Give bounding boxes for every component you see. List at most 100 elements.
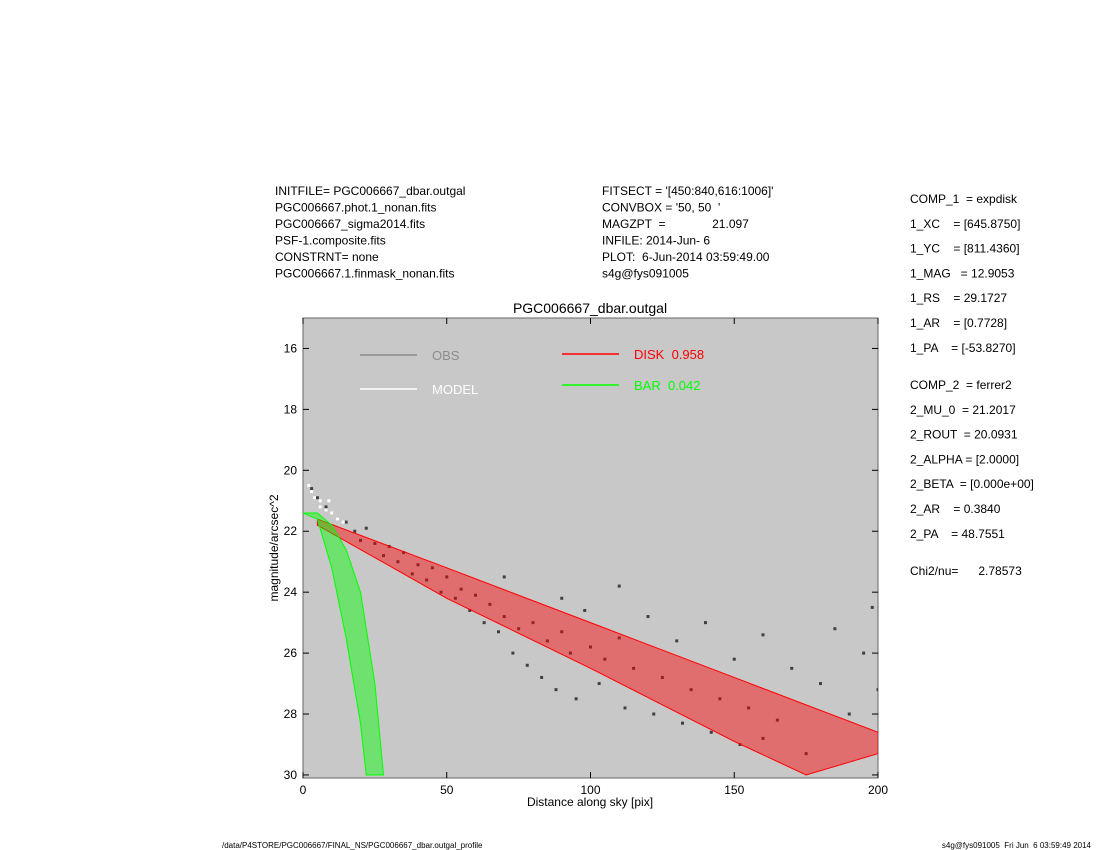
data-point (502, 575, 506, 579)
fit-parameter: COMP_1 = expdisk (910, 192, 1018, 206)
y-tick-label: 18 (284, 402, 298, 416)
data-point (373, 541, 377, 545)
model-band (316, 518, 878, 776)
data-point (876, 688, 878, 692)
data-point (324, 505, 328, 509)
data-point (307, 484, 311, 488)
data-point (396, 560, 400, 564)
header-middle: CONVBOX = '50, 50 ' (602, 201, 720, 215)
header-middle: s4g@fys091005 (602, 267, 689, 281)
data-point (315, 496, 319, 500)
data-point (531, 621, 535, 625)
data-point (540, 675, 544, 679)
data-point (646, 615, 650, 619)
data-point (583, 608, 587, 612)
data-point (560, 596, 564, 600)
fit-parameter: 2_AR = 0.3840 (910, 502, 1001, 516)
x-tick-label: 50 (440, 783, 454, 797)
data-point (545, 639, 549, 643)
x-axis-label: Distance along sky [pix] (527, 795, 653, 809)
model-band (303, 512, 385, 776)
data-point (313, 496, 316, 500)
footer-stamp: s4g@fys091005 Fri Jun 6 03:59:49 2014 (942, 841, 1092, 850)
x-tick-label: 200 (868, 783, 888, 797)
data-point (574, 697, 578, 701)
data-point (790, 666, 794, 670)
data-point (819, 682, 822, 686)
header-left: INITFILE= PGC006667_dbar.outgal (275, 184, 465, 198)
data-point (410, 572, 414, 576)
data-point (382, 554, 385, 558)
data-point (862, 651, 866, 655)
data-point (324, 508, 328, 512)
data-point (445, 575, 449, 579)
data-point (439, 590, 443, 594)
chart-title: PGC006667_dbar.outgal (513, 300, 667, 316)
data-point (617, 584, 621, 588)
legend-label: DISK 0.958 (634, 347, 704, 362)
x-tick-label: 0 (300, 783, 307, 797)
data-point (488, 602, 492, 606)
data-point (453, 596, 457, 600)
data-point (330, 511, 334, 515)
plot-marks (303, 484, 878, 776)
data-point (336, 517, 339, 521)
plot-area (302, 317, 879, 779)
data-point (568, 651, 572, 655)
data-point (327, 499, 331, 503)
legend-label: MODEL (432, 382, 478, 397)
data-point (359, 538, 362, 542)
y-tick-label: 30 (284, 768, 298, 782)
y-axis-label: magnitude/arcsec^2 (267, 494, 281, 601)
fit-parameter: 1_AR = [0.7728] (910, 316, 1007, 330)
data-point (709, 730, 713, 734)
data-point (318, 499, 322, 503)
fit-parameter: 1_MAG = 12.9053 (910, 266, 1015, 280)
data-point (689, 688, 693, 692)
data-point (318, 505, 322, 509)
data-point (474, 593, 477, 597)
fit-parameter: 2_MU_0 = 21.2017 (910, 403, 1016, 417)
fit-parameter: COMP_2 = ferrer2 (910, 378, 1012, 392)
fit-parameter: 1_YC = [811.4360] (910, 242, 1020, 256)
data-point (502, 615, 506, 619)
header-middle: FITSECT = '[450:840,616:1006]' (602, 184, 773, 198)
data-point (459, 587, 463, 591)
data-point (525, 663, 529, 667)
data-point (603, 657, 607, 661)
data-point (425, 578, 429, 582)
data-point (402, 551, 406, 555)
data-point (761, 633, 765, 637)
data-point (416, 563, 420, 567)
data-point (732, 657, 736, 661)
legend-label: OBS (432, 348, 460, 363)
data-point (497, 630, 500, 634)
x-tick-label: 100 (580, 783, 600, 797)
header-left: PGC006667.phot.1_nonan.fits (275, 201, 436, 215)
data-point (589, 645, 592, 649)
header-middle: INFILE: 2014-Jun- 6 (602, 234, 710, 248)
y-tick-label: 16 (284, 341, 298, 355)
fit-parameter: 2_PA = 48.7551 (910, 527, 1005, 541)
fit-parameter: 1_XC = [645.8750] (910, 217, 1020, 231)
header-middle: PLOT: 6-Jun-2014 03:59:49.00 (602, 250, 770, 264)
data-point (364, 526, 368, 530)
fit-parameter: 2_ALPHA = [2.0000] (910, 452, 1019, 466)
x-tick-label: 150 (724, 783, 744, 797)
data-point (718, 697, 722, 701)
fit-parameter: 1_RS = 29.1727 (910, 291, 1007, 305)
header-middle: MAGZPT = 21.097 (602, 217, 749, 231)
y-tick-label: 20 (284, 463, 298, 477)
legend-label: BAR 0.042 (634, 378, 701, 393)
data-point (833, 627, 837, 631)
data-point (632, 666, 636, 670)
data-point (430, 566, 434, 570)
fit-parameter: Chi2/nu= 2.78573 (910, 564, 1022, 578)
data-point (310, 490, 314, 494)
data-point (775, 718, 779, 722)
data-point (617, 636, 621, 640)
data-point (804, 752, 808, 756)
data-point (597, 682, 601, 686)
